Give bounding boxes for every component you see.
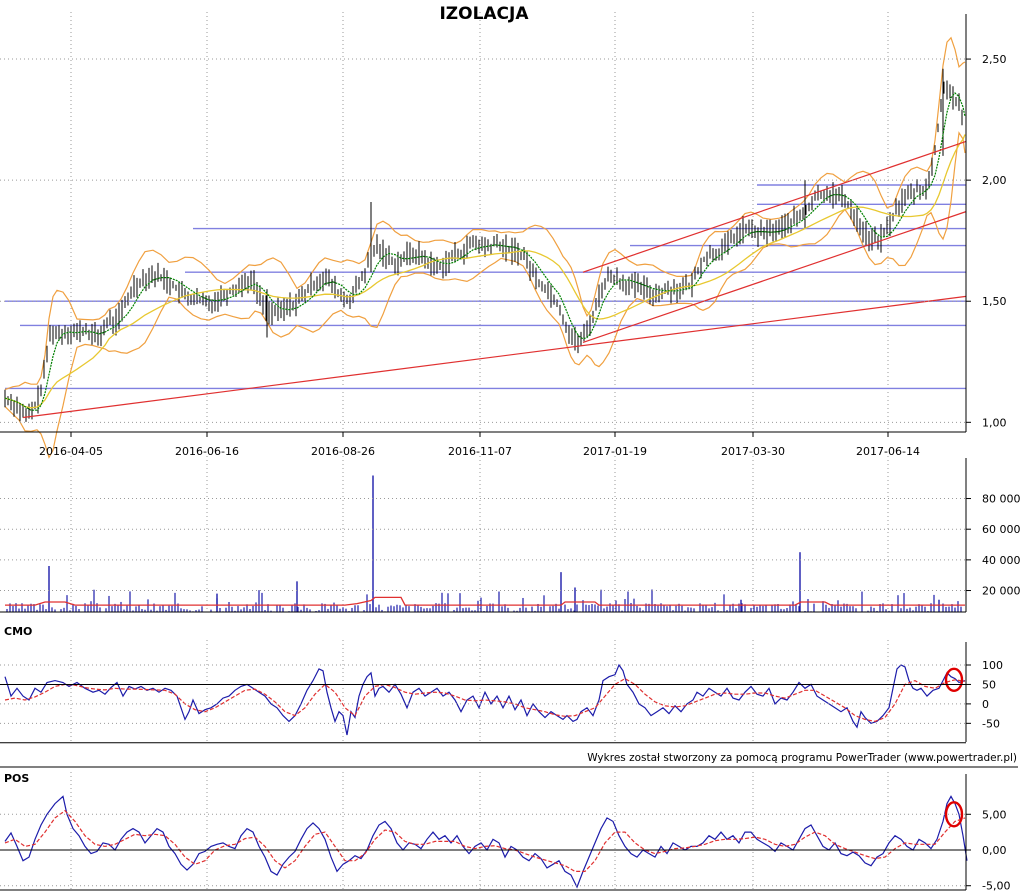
trend-line (582, 211, 967, 343)
volume-tick-label: 60 000 (982, 523, 1021, 536)
volume-bars (6, 475, 962, 612)
bollinger-bands (4, 36, 966, 459)
cmo-tick-label: -50 (982, 717, 1000, 730)
volume-tick-label: 20 000 (982, 585, 1021, 598)
cmo-tick-label: 0 (982, 698, 989, 711)
lower-band (4, 131, 966, 459)
pos-highlight-circle (944, 801, 964, 828)
upper-band (4, 36, 966, 391)
price-axes: 1,00 1,50 2,00 2,50 2016-04-05 2016-06-16 2016… (0, 14, 1007, 458)
cmo-lines (4, 663, 966, 736)
x-tick-label: 2016-11-07 (448, 445, 512, 458)
price-tick-label: 1,50 (982, 295, 1007, 308)
x-tick-label: 2017-01-19 (583, 445, 647, 458)
pos-label: POS (4, 772, 29, 785)
volume-average (5, 596, 965, 606)
price-panel: 1,00 1,50 2,00 2,50 2016-04-05 2016-06-16 2016… (0, 12, 1007, 459)
pos-axes: 5,00 0,00 -5,00 (0, 774, 1010, 893)
price-bars (4, 68, 963, 422)
x-tick-label: 2016-08-26 (311, 445, 375, 458)
cmo-grid (70, 640, 889, 742)
cmo-tick-label: 50 (982, 678, 996, 691)
pos-tick-label: 5,00 (982, 808, 1007, 821)
x-tick-label: 2017-06-14 (856, 445, 920, 458)
pos-line (4, 795, 968, 889)
long-moving-average (4, 134, 966, 409)
price-grid (70, 12, 889, 432)
x-tick-label: 2017-03-30 (721, 445, 785, 458)
price-tick-label: 2,50 (982, 53, 1007, 66)
pos-tick-label: -5,00 (982, 880, 1010, 893)
pos-panel: POS 5,00 0,00 -5,00 (0, 772, 1010, 893)
cmo-panel: CMO 100 50 0 -50 (0, 625, 1018, 768)
price-lines (4, 92, 966, 411)
trend-lines (22, 140, 967, 419)
pos-lines (4, 795, 968, 889)
pos-tick-label: 0,00 (982, 844, 1007, 857)
pos-grid (70, 772, 889, 890)
volume-grid (70, 456, 889, 612)
volume-average-line (5, 596, 965, 606)
cmo-tick-label: 100 (982, 659, 1003, 672)
price-tick-label: 2,00 (982, 174, 1007, 187)
volume-panel: 20 000 40 000 60 000 80 000 (0, 456, 1021, 613)
pos-signal-line (4, 809, 966, 872)
cmo-axes: 100 50 0 -50 (0, 642, 1018, 768)
short-moving-average (4, 92, 966, 411)
support-resistance-levels (5, 184, 966, 390)
trend-line (22, 295, 967, 419)
volume-tick-label: 80 000 (982, 493, 1021, 506)
credit-text: Wykres został stworzony za pomocą progra… (587, 752, 1017, 764)
trend-line (582, 140, 967, 273)
cmo-highlight-circle (944, 667, 964, 692)
volume-tick-label: 40 000 (982, 554, 1021, 567)
volume-axes: 20 000 40 000 60 000 80 000 (0, 458, 1021, 613)
cmo-signal-line (4, 677, 966, 723)
x-tick-label: 2016-06-16 (175, 445, 239, 458)
cmo-line (4, 663, 966, 736)
x-tick-label: 2016-04-05 (39, 445, 103, 458)
cmo-label: CMO (4, 625, 32, 638)
price-tick-label: 1,00 (982, 416, 1007, 429)
chart-title: IZOLACJA (439, 4, 529, 24)
